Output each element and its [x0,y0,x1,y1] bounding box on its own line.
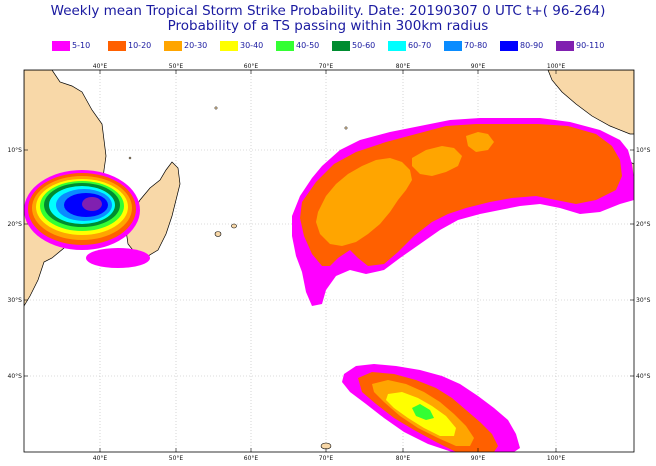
legend-swatch [164,41,182,51]
legend-label: 30-40 [240,41,264,50]
legend-swatch [220,41,238,51]
southern-ocean-probability-area [342,364,520,452]
central-indian-ocean-probability-band [292,118,634,306]
legend-label: 10-20 [128,41,152,50]
legend-swatch [276,41,294,51]
chart-subtitle: Probability of a TS passing within 300km… [167,18,489,34]
lat-label-left: 30°S [8,297,23,304]
prob-40-50 [412,404,434,420]
legend-swatch [332,41,350,51]
lat-label-right: 10°S [636,147,651,154]
axis-ticks [24,70,634,452]
lon-label-top: 80°E [396,63,411,70]
legend-swatch [108,41,126,51]
lon-label-bottom: 60°E [244,455,259,462]
lat-label-right: 30°S [636,297,651,304]
lat-label-right: 40°S [636,373,651,380]
legend-swatch [500,41,518,51]
legend-swatch [52,41,70,51]
legend-swatch [388,41,406,51]
mozambique-channel-probability-area [24,170,150,268]
lat-label-left: 20°S [8,221,23,228]
lon-label-top: 70°E [319,63,334,70]
prob-20-30 [316,158,412,246]
legend-swatch [444,41,462,51]
legend-label: 50-60 [352,41,376,50]
legend-label: 20-30 [184,41,208,50]
legend-label: 40-50 [296,41,320,50]
lat-label-right: 20°S [636,221,651,228]
lon-label-top: 90°E [471,63,486,70]
lat-label-left: 40°S [8,373,23,380]
prob-20-30 [466,132,494,152]
legend-label: 5-10 [72,41,91,50]
lon-label-bottom: 50°E [169,455,184,462]
lon-label-top: 60°E [244,63,259,70]
lon-label-bottom: 70°E [319,455,334,462]
legend-label: 80-90 [520,41,544,50]
lon-label-top: 50°E [169,63,184,70]
legend-label: 60-70 [408,41,432,50]
small-island [214,106,218,110]
map-frame [23,69,635,453]
legend-label: 70-80 [464,41,488,50]
legend-swatch [556,41,574,51]
lon-label-bottom: 40°E [93,455,108,462]
sumatra-land [547,70,634,135]
small-island [128,156,132,160]
lat-label-left: 10°S [8,147,23,154]
legend-label: 90-110 [576,41,605,50]
prob-90-110 [82,197,102,211]
lon-label-bottom: 90°E [471,455,486,462]
mauritius-island [231,223,237,229]
prob-20-30 [412,146,462,176]
lon-label-bottom: 100°E [547,455,565,462]
lon-label-top: 40°E [93,63,108,70]
chart-title: Weekly mean Tropical Storm Strike Probab… [50,3,606,19]
small-island [344,126,348,130]
prob-5-10 [86,248,150,268]
lon-label-bottom: 80°E [396,455,411,462]
lon-label-top: 100°E [547,63,565,70]
reunion-island [214,231,222,237]
